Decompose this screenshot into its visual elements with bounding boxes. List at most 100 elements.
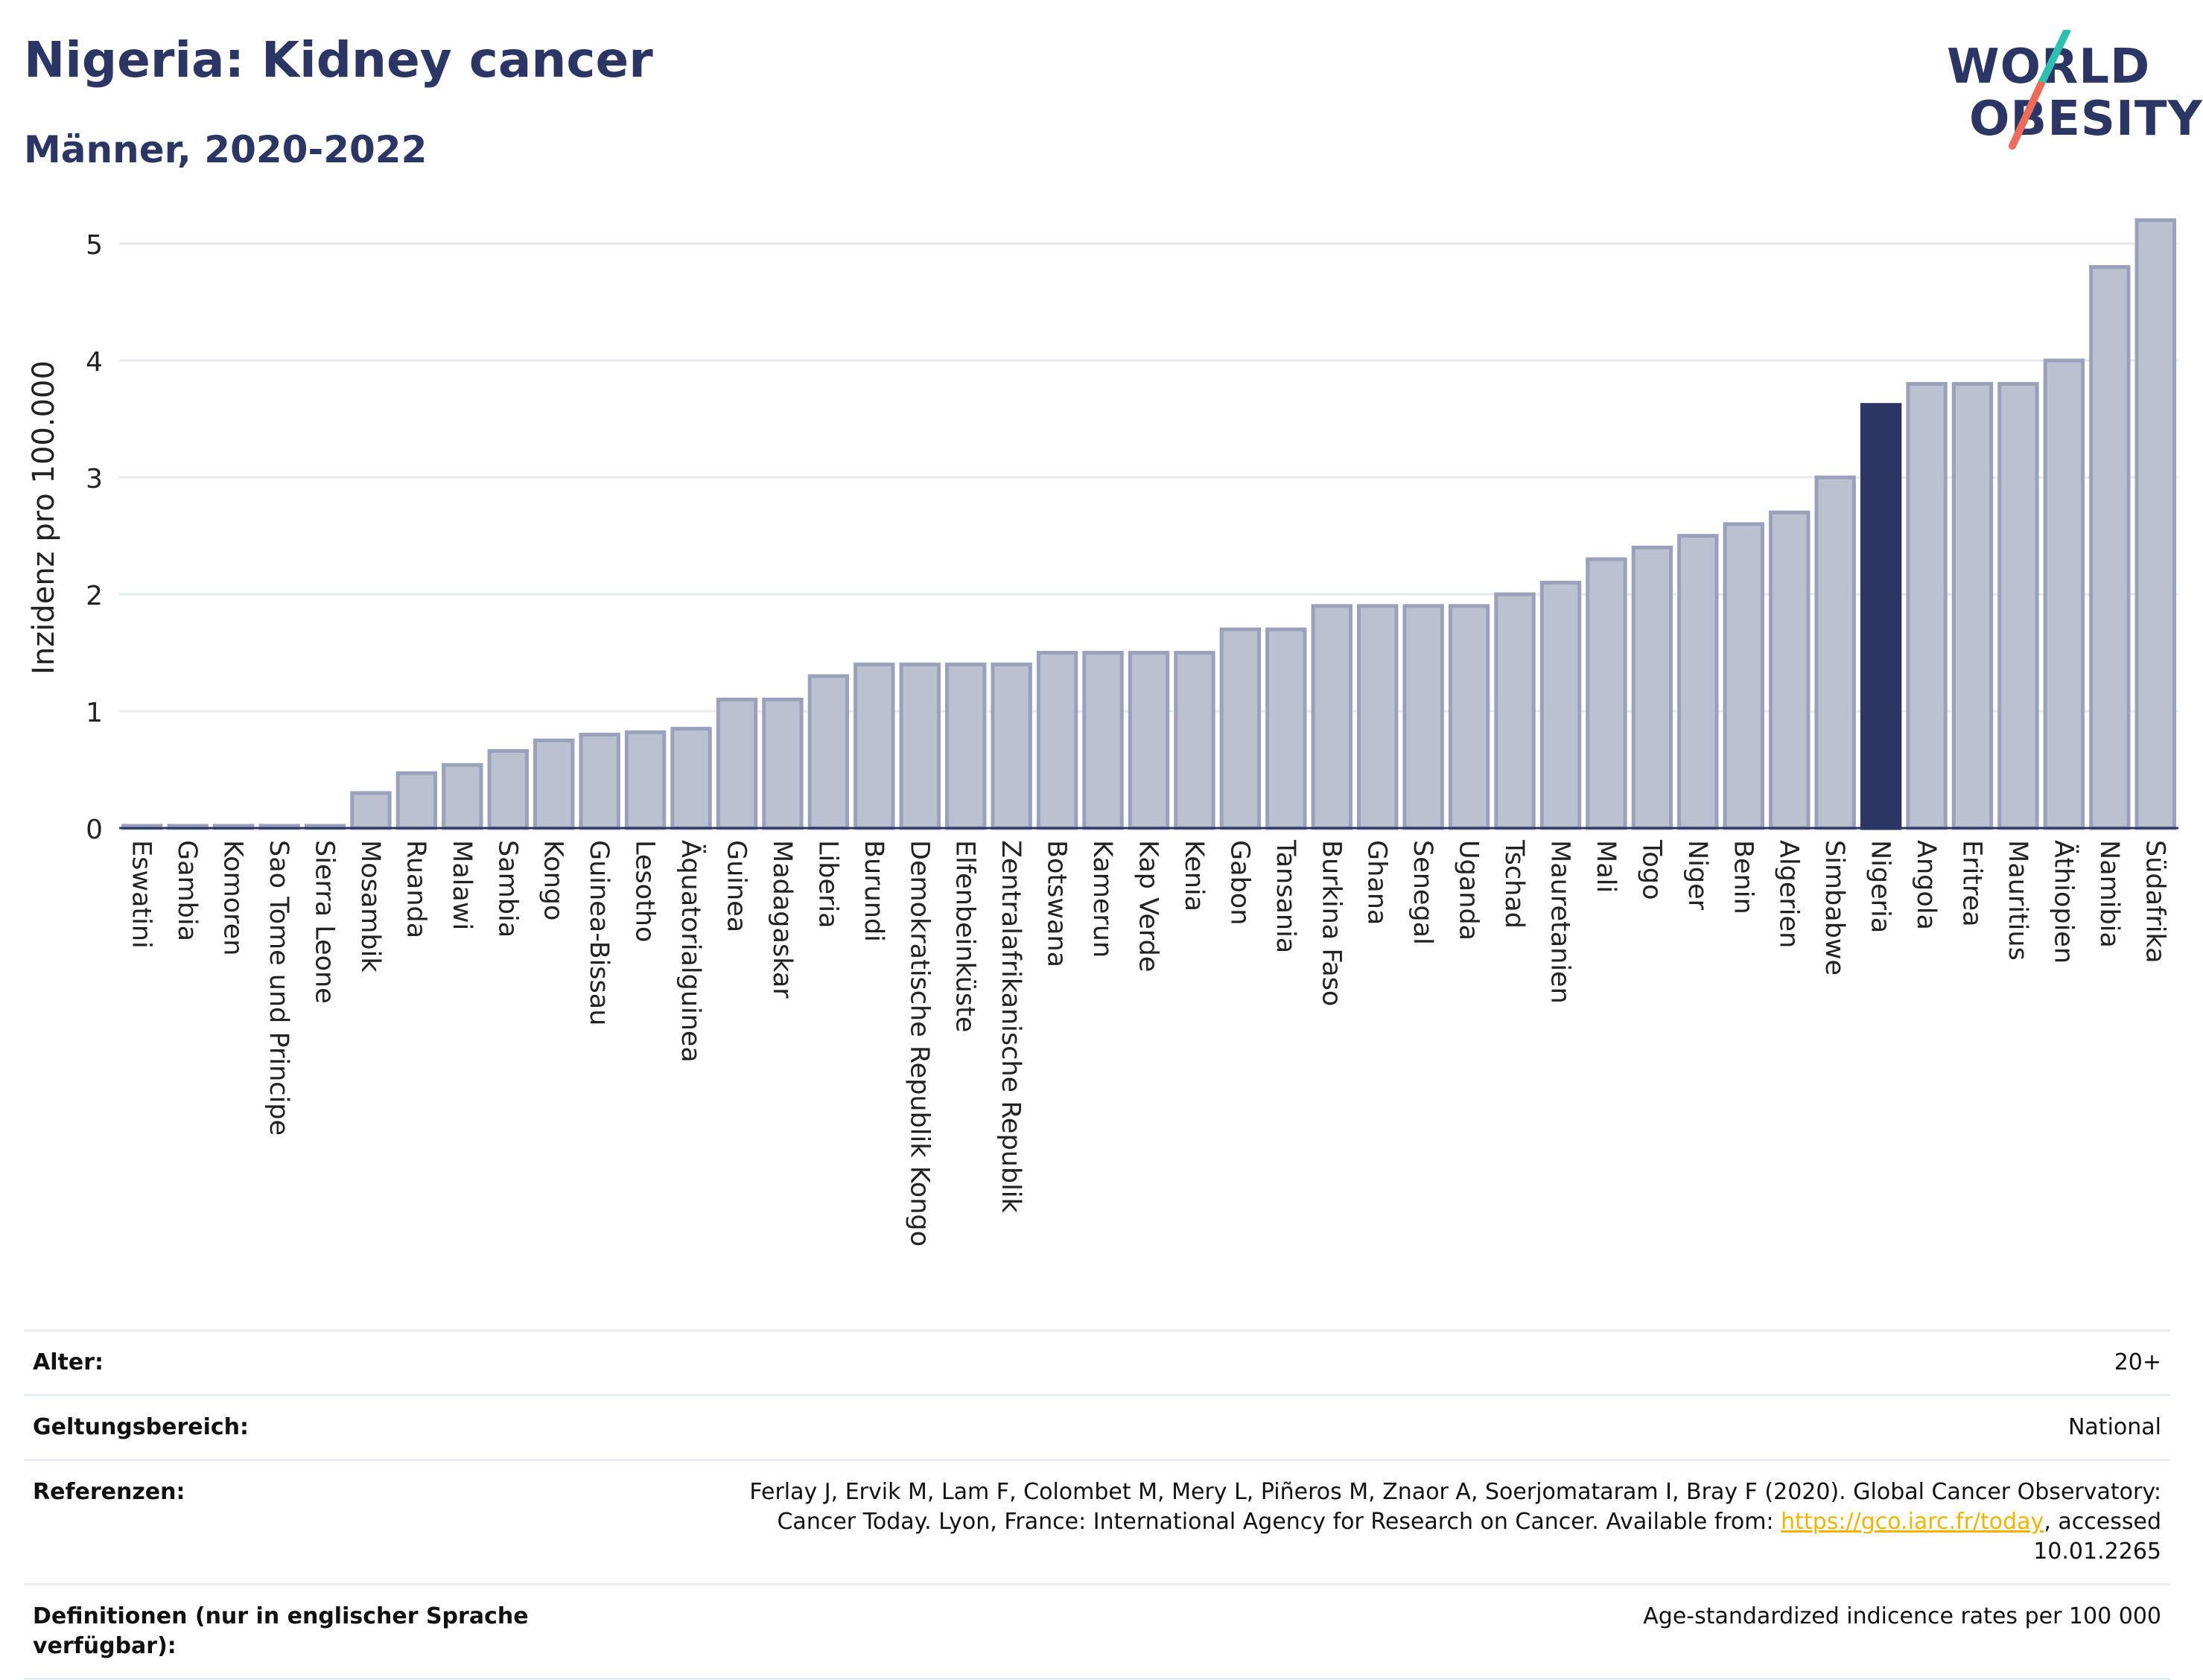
bar-tschad	[1494, 592, 1536, 830]
x-tick-label: Burundi	[859, 840, 888, 942]
chart-subtitle: Männer, 2020-2022	[24, 128, 427, 171]
x-tick-label: Ruanda	[401, 840, 430, 938]
x-tick-label: Eritrea	[1957, 840, 1987, 927]
x-tick-label: Südafrika	[2140, 840, 2169, 964]
x-tick-label: Kongo	[538, 840, 568, 920]
x-tick-label: Namibia	[2094, 840, 2124, 948]
y-tick-label: 3	[86, 464, 103, 494]
bar-demokratische-republik-kongo	[899, 662, 941, 830]
x-tick-label: Guinea-Bissau	[584, 840, 614, 1025]
x-tick-label: Niger	[1682, 840, 1712, 911]
bar-eritrea	[1951, 381, 1994, 830]
x-tick-label: Äquatorialguinea	[675, 840, 707, 1063]
meta-row-definitions: Definitionen (nur in englischer Sprache …	[24, 1583, 2170, 1680]
meta-row-scope: Geltungsbereich: National	[24, 1394, 2170, 1459]
bar-burundi	[853, 662, 895, 830]
x-tick-label: Algerien	[1774, 840, 1804, 948]
reference-link[interactable]: https://gco.iarc.fr/today	[1781, 1509, 2044, 1535]
bar-nigeria	[1860, 403, 1902, 830]
x-tick-label: Kamerun	[1087, 840, 1117, 958]
x-tick-label: Mauritius	[2003, 840, 2032, 961]
x-tick-label: Sao Tome und Principe	[264, 840, 293, 1136]
x-tick-label: Tschad	[1499, 839, 1529, 929]
bar-angola	[1906, 381, 1948, 830]
y-tick-label: 4	[86, 347, 103, 378]
meta-row-references: Referenzen: Ferlay J, Ervik M, Lam F, Co…	[24, 1459, 2170, 1583]
y-tick-label: 1	[86, 698, 103, 728]
bar-südafrika	[2134, 218, 2176, 830]
bar-kap-verde	[1128, 651, 1170, 830]
bars	[121, 218, 2176, 830]
bar-togo	[1631, 545, 1673, 830]
bar-mali	[1586, 557, 1627, 830]
bar-gabon	[1219, 627, 1262, 830]
x-tick-label: Kenia	[1179, 840, 1209, 911]
logo-slash-icon	[2009, 30, 2070, 150]
x-tick-label: Zentralafrikanische Republik	[996, 840, 1026, 1214]
bar-malawi	[442, 763, 483, 830]
x-tick-label: Gabon	[1224, 840, 1254, 925]
bar-namibia	[2089, 264, 2131, 830]
y-axis-label: Inzidenz pro 100.000	[27, 360, 61, 675]
age-value: 20+	[2114, 1349, 2161, 1375]
bar-madagaskar	[762, 697, 804, 830]
x-tick-label: Nigeria	[1866, 840, 1895, 933]
y-tick-label: 5	[86, 230, 103, 261]
bar-mauretanien	[1539, 580, 1582, 830]
bar-zentralafrikanische-republik	[991, 662, 1032, 830]
bar-niger	[1677, 534, 1719, 830]
bar-uganda	[1448, 604, 1490, 830]
x-tick-label: Guinea	[722, 840, 751, 932]
x-tick-label: Botswana	[1042, 840, 1072, 967]
x-tick-label: Tansania	[1271, 839, 1300, 953]
x-tick-label: Simbabwe	[1819, 840, 1849, 976]
bar-simbabwe	[1814, 475, 1856, 830]
bar-lesotho	[624, 730, 667, 830]
bar-äquatorialguinea	[670, 727, 712, 830]
references-value: Ferlay J, Ervik M, Lam F, Colombet M, Me…	[672, 1477, 2161, 1567]
bar-ruanda	[395, 771, 438, 830]
x-tick-label: Sierra Leone	[310, 840, 340, 1004]
x-tick-label: Senegal	[1408, 840, 1437, 945]
bar-benin	[1723, 522, 1764, 830]
bar-botswana	[1036, 651, 1078, 830]
x-tick-label: Eswatini	[127, 840, 156, 949]
x-tick-label: Mali	[1591, 840, 1621, 893]
x-tick-label: Angola	[1911, 840, 1941, 930]
x-tick-label: Gambia	[172, 840, 202, 941]
metadata-table: Alter: 20+ Geltungsbereich: National Ref…	[24, 1329, 2170, 1680]
x-tick-label: Äthiopien	[2048, 840, 2079, 964]
x-tick-label: Madagaskar	[767, 840, 797, 999]
world-obesity-logo: WORLD OBESITY	[1936, 30, 2202, 164]
chart-title: Nigeria: Kidney cancer	[24, 31, 653, 89]
bar-kongo	[533, 738, 575, 830]
x-tick-label: Benin	[1728, 840, 1758, 914]
bar-elfenbeinküste	[945, 662, 987, 830]
x-tick-label: Mauretanien	[1545, 840, 1575, 1004]
scope-label: Geltungsbereich:	[33, 1414, 249, 1440]
reference-accessed: , accessed 10.01.2265	[2033, 1509, 2161, 1565]
y-tick-label: 0	[86, 815, 103, 845]
x-tick-label: Sambia	[492, 840, 522, 938]
bar-äthiopien	[2043, 358, 2085, 830]
definitions-label: Definitionen (nur in englischer Sprache …	[33, 1603, 529, 1659]
bar-algerien	[1769, 510, 1811, 830]
bar-kenia	[1174, 651, 1215, 830]
bar-liberia	[807, 674, 850, 830]
x-tick-label: Ghana	[1362, 840, 1392, 925]
reference-text: Ferlay J, Ervik M, Lam F, Colombet M, Me…	[749, 1479, 2161, 1535]
x-tick-label: Liberia	[813, 840, 842, 929]
logo-word-obesity: OBESITY	[1969, 92, 2203, 147]
bar-tansania	[1265, 627, 1307, 830]
x-tick-label: Demokratische Republik Kongo	[904, 840, 934, 1247]
x-tick-label: Malawi	[447, 840, 477, 930]
x-tick-label: Uganda	[1454, 840, 1484, 941]
x-tick-label: Kap Verde	[1134, 840, 1163, 972]
meta-row-age: Alter: 20+	[24, 1329, 2170, 1394]
bar-mosambik	[350, 791, 392, 830]
x-tick-label: Komoren	[218, 840, 248, 955]
y-tick-label: 2	[86, 581, 103, 611]
scope-value: National	[2067, 1414, 2161, 1440]
bar-ghana	[1357, 604, 1399, 830]
x-tick-label: Burkina Faso	[1316, 840, 1346, 1006]
